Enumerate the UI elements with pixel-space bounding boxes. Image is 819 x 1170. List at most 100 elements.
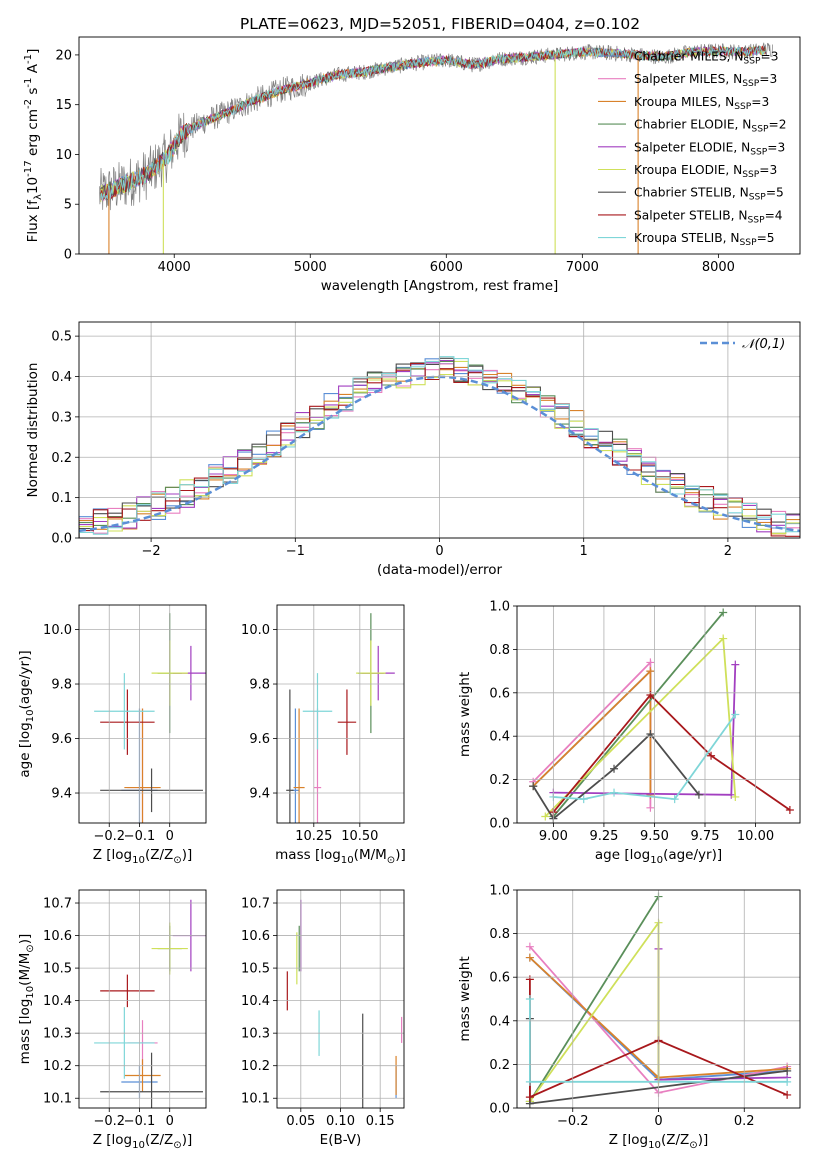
y-tick-label: 10.5 [43,962,72,977]
x-tick-label: 9.75 [691,829,720,844]
legend-label: Chabrier STELIB, N [634,186,749,200]
x-axis-label: (data-model)/error [377,562,503,578]
errorbar-point [94,673,155,750]
label-part: (M/M [17,953,33,986]
errorbar-point [293,708,305,823]
y-tick-label: 0.4 [489,1014,510,1029]
x-tick-label: −0.1 [124,1114,156,1129]
y-tick-label: 0.8 [489,643,510,658]
label-part: (age/yr)] [663,847,722,863]
legend-entry: Chabrier MILES, NSSP=3 [634,50,778,67]
spectrum-model-line [100,45,766,201]
weight-marker [525,995,534,1003]
weight-marker [646,730,655,739]
label-part: E(B-V) [320,1132,362,1148]
legend-subscript: SSP [751,125,769,135]
label-part: -1 [23,54,34,64]
x-tick-label: 0 [166,1114,174,1129]
weight-series-line [553,664,737,796]
label-part: )] [17,934,33,945]
weight-series-line [529,919,660,1103]
y-tick-label: 0.2 [489,773,510,788]
panel-age_vs_Z: −0.2−0.1 09.49.69.810.0Z [log10(Z/Z⊙)]age… [17,604,207,866]
label-part: wavelength [Angstrom, rest frame] [321,278,559,294]
weight-marker [525,1093,534,1102]
label-part: mass weight [457,672,473,757]
y-tick-label: 10 [55,148,72,163]
y-tick-label: 10.2 [241,1059,270,1074]
weight-marker [525,1077,534,1086]
legend-entry: Kroupa ELODIE, NSSP=3 [634,163,777,180]
y-tick-label: 10.4 [43,994,72,1009]
weight-series-line [553,713,737,801]
x-tick-label: −2 [142,544,161,559]
label-part: -2 [23,99,34,109]
x-tick-label: 0.10 [326,1114,355,1129]
weight-marker [646,790,655,799]
legend-count: =5 [757,231,775,245]
label-part: 10 [25,986,36,999]
x-tick-label: 4000 [158,260,191,275]
weight-marker [783,1077,792,1086]
weight-marker [783,1066,792,1075]
plot-area [286,899,403,1108]
label-part: Z [log [93,1132,132,1148]
label-part: 10 [132,1140,145,1151]
legend-count: =2 [769,118,787,132]
weight-marker [525,953,534,962]
x-tick-label: −1 [286,544,305,559]
weight-marker [610,764,619,773]
y-axis-label: age [log10(age/yr)] [17,650,36,777]
y-axis-label: mass weight [457,672,473,757]
x-tick-label: 5000 [294,260,327,275]
panel-weight_vs_Z: −0.2 0 0.2 0.0 0.2 0.4 0.6 0.8 1.0 Z [log10(Z/Z⊙)… [457,884,801,1151]
label-part: mass weight [457,956,473,1041]
legend-subscript: SSP [734,102,752,112]
errorbar-point [100,689,155,755]
legend-count: =3 [759,72,777,86]
label-part: ⊙ [689,1140,697,1151]
label-part: (Z/Z [145,847,173,863]
label-part: )] [182,1132,193,1148]
weight-series-line [532,668,652,795]
errorbar-point [302,673,333,750]
weight-marker [694,790,703,799]
y-tick-label: 15 [55,98,72,113]
legend-count: =3 [759,163,777,177]
y-tick-label: 10.4 [241,994,270,1009]
y-tick-label: 1.0 [489,600,510,615]
weight-marker [731,710,740,719]
axes-frame [78,36,801,255]
plot-area [286,613,395,823]
weight-series-line [657,948,788,1081]
y-tick-label: 10.5 [241,962,270,977]
y-tick-label: 10.2 [43,1059,72,1074]
y-tick-label: 10.7 [241,897,270,912]
x-tick-label: 10.25 [295,829,332,844]
figure-title: PLATE=0623, MJD=52051, FIBERID=0404, z=0… [240,15,640,33]
y-tick-label: 0.6 [489,686,510,701]
weight-marker [731,792,740,801]
weight-marker [646,667,655,676]
weight-marker [719,608,728,617]
label-part: -17 [23,160,34,177]
label-part: ] [25,49,41,54]
legend-count: =3 [761,50,779,64]
legend-subscript: SSP [740,238,758,248]
label-part: age [log [17,722,33,777]
errorbar-point [286,689,294,823]
label-part: 10 [648,1140,661,1151]
x-axis-label: age [log10(age/yr)] [595,847,722,866]
legend-entry: Salpeter ELODIE, NSSP=3 [634,140,785,157]
x-tick-label: 9.50 [640,829,669,844]
axes-frame [516,605,801,824]
y-tick-label: 10.3 [43,1027,72,1042]
legend-subscript: SSP [742,79,760,89]
axes-frame [78,604,207,824]
x-tick-label: 2 [724,544,732,559]
label-part: ⊙ [25,944,36,952]
y-axis-label: Flux [fλ10-17 erg cm-2 s-1 A-1] [23,49,44,243]
weight-series-line [552,693,791,813]
legend-subscript: SSP [747,215,765,225]
